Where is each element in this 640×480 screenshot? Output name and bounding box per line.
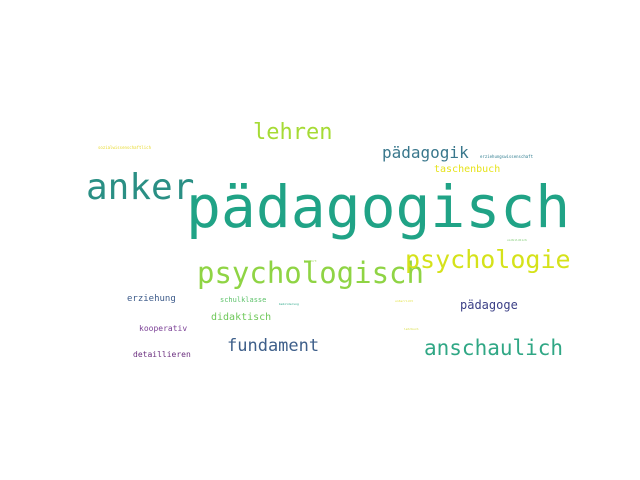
word-tiny-teal: bebilderung: [279, 302, 299, 306]
word-erziehungswissenschaft: erziehungswissenschaft: [480, 154, 533, 159]
word-tiny-yellow-3: unterricht: [395, 299, 414, 303]
word-anker: anker: [86, 167, 195, 208]
word-erziehung: erziehung: [127, 294, 176, 304]
word-schulklasse: schulklasse: [220, 296, 267, 304]
word-didaktisch: didaktisch: [211, 312, 272, 323]
word-tiny-green-1: bewährt: [304, 259, 317, 263]
word-tiny-yellow-topleft: sozialwissenschaftlich: [98, 145, 151, 150]
word-taschenbuch: taschenbuch: [434, 164, 501, 175]
word-fundament: fundament: [227, 336, 320, 356]
word-paedagogisch: pädagogisch: [186, 173, 571, 241]
word-detaillieren: detaillieren: [133, 350, 191, 359]
word-anschaulich: anschaulich: [424, 336, 564, 360]
word-tiny-green-2: vorbildlich: [507, 238, 527, 242]
word-tiny-yellow-2: lehrbuch: [404, 327, 419, 331]
word-psychologisch: psychologisch: [197, 256, 424, 290]
word-kooperativ: kooperativ: [139, 324, 188, 333]
word-lehren: lehren: [253, 120, 333, 145]
word-paedagoge: pädagoge: [460, 298, 518, 312]
word-psychologie: psychologie: [405, 245, 571, 274]
word-paedagogik: pädagogik: [382, 143, 469, 162]
